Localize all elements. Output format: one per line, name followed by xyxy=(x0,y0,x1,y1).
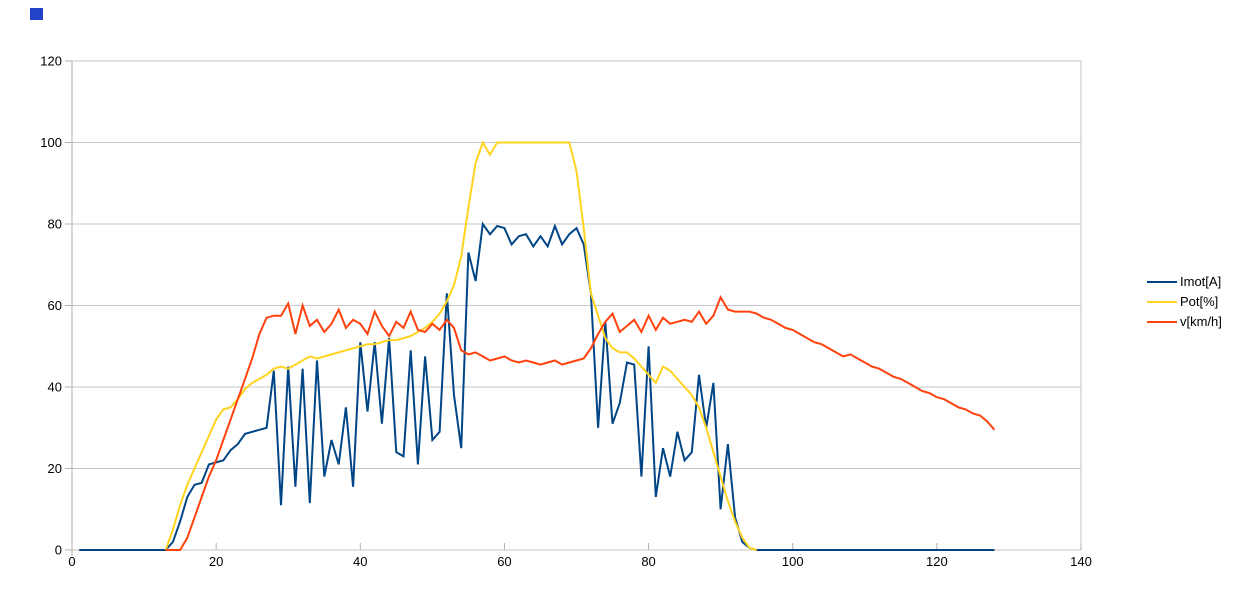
legend-item-v: v[km/h] xyxy=(1147,312,1222,332)
corner-blue-square xyxy=(30,8,43,20)
x-axis-label-60: 60 xyxy=(497,554,511,569)
legend-line-imot xyxy=(1147,281,1177,283)
y-axis-label-120: 120 xyxy=(40,54,62,69)
y-axis-label-60: 60 xyxy=(48,298,62,313)
legend-item-imot: Imot[A] xyxy=(1147,272,1222,292)
x-axis-label-80: 80 xyxy=(641,554,655,569)
legend-label-imot: Imot[A] xyxy=(1180,274,1222,289)
legend-label-pot: Pot[%] xyxy=(1180,294,1219,309)
series-line-pot- xyxy=(164,140,757,551)
x-axis-label-120: 120 xyxy=(926,554,948,569)
legend-line-pot xyxy=(1147,301,1177,303)
legend: Imot[A] Pot[%] v[km/h] xyxy=(1147,272,1222,332)
y-axis-label-40: 40 xyxy=(48,380,62,395)
legend-line-v xyxy=(1147,321,1177,323)
y-axis-label-20: 20 xyxy=(48,461,62,476)
y-axis-label-80: 80 xyxy=(48,217,62,232)
legend-item-pot: Pot[%] xyxy=(1147,292,1222,312)
x-axis-label-0: 0 xyxy=(68,554,75,569)
x-axis-label-40: 40 xyxy=(353,554,367,569)
series-line-v-km-h- xyxy=(165,295,996,551)
legend-label-v: v[km/h] xyxy=(1180,314,1222,329)
y-axis-label-0: 0 xyxy=(55,543,62,558)
y-axis-label-100: 100 xyxy=(40,135,62,150)
x-axis-label-20: 20 xyxy=(209,554,223,569)
x-axis-label-100: 100 xyxy=(782,554,804,569)
x-axis-label-140: 140 xyxy=(1070,554,1092,569)
series-line-imot-a- xyxy=(79,221,995,551)
